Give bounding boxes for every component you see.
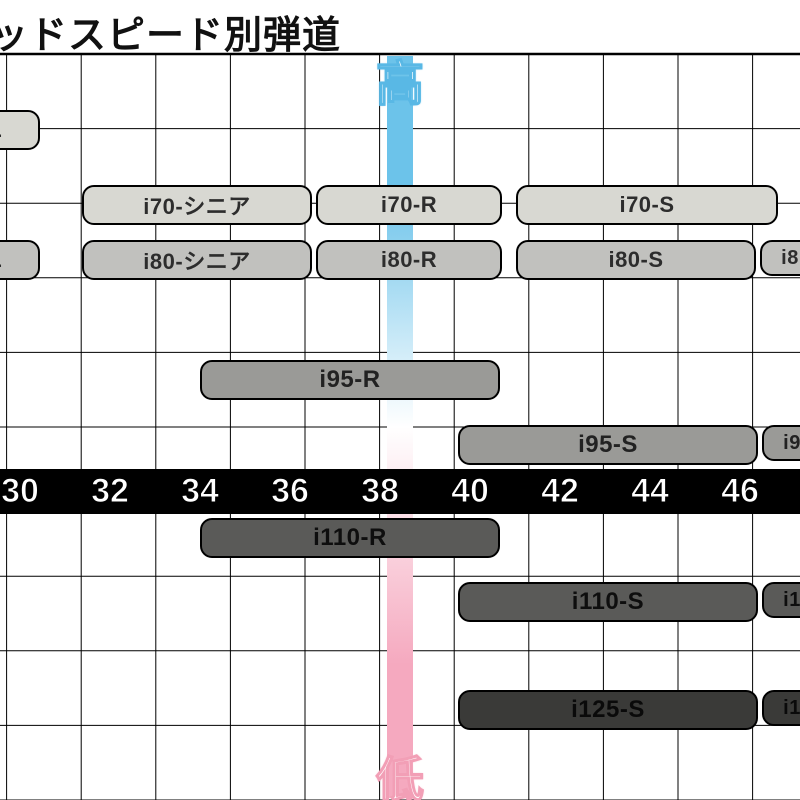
trajectory-gradient-band xyxy=(387,56,413,798)
speed-axis-tick: 44 xyxy=(631,472,669,511)
range-bar: i70-シニア xyxy=(82,185,312,225)
range-bar: i110-S xyxy=(458,582,758,622)
speed-axis-tick: 42 xyxy=(541,472,579,511)
chart-stage: ッドスピード別弾道 高低0-Li70-シニアi70-Ri70-S0-Li80-シ… xyxy=(0,0,800,800)
range-bar: i125-S xyxy=(458,690,758,730)
range-bar: i110-R xyxy=(200,518,500,558)
speed-axis-tick: 38 xyxy=(361,472,399,511)
speed-axis-tick: 40 xyxy=(451,472,489,511)
range-bar: 0-L xyxy=(0,110,40,150)
trajectory-high-label: 高 xyxy=(376,44,424,114)
speed-axis-tick: 36 xyxy=(271,472,309,511)
range-bar: 0-L xyxy=(0,240,40,280)
range-bar: i70-S xyxy=(516,185,778,225)
range-bar: i70-R xyxy=(316,185,502,225)
speed-axis-tick: 32 xyxy=(91,472,129,511)
range-bar: i95-R xyxy=(200,360,500,400)
range-bar: i80-S xyxy=(516,240,756,280)
speed-axis-tick: 46 xyxy=(721,472,759,511)
speed-axis-tick: 34 xyxy=(181,472,219,511)
range-bar: i9 xyxy=(762,425,800,461)
trajectory-low-label: 低 xyxy=(376,740,424,800)
range-bar: i95-S xyxy=(458,425,758,465)
range-bar: i80-シニア xyxy=(82,240,312,280)
range-bar: i1 xyxy=(762,582,800,618)
speed-axis-tick: 30 xyxy=(1,472,39,511)
range-bar: i8 xyxy=(760,240,800,276)
range-bar: i1 xyxy=(762,690,800,726)
range-bar: i80-R xyxy=(316,240,502,280)
